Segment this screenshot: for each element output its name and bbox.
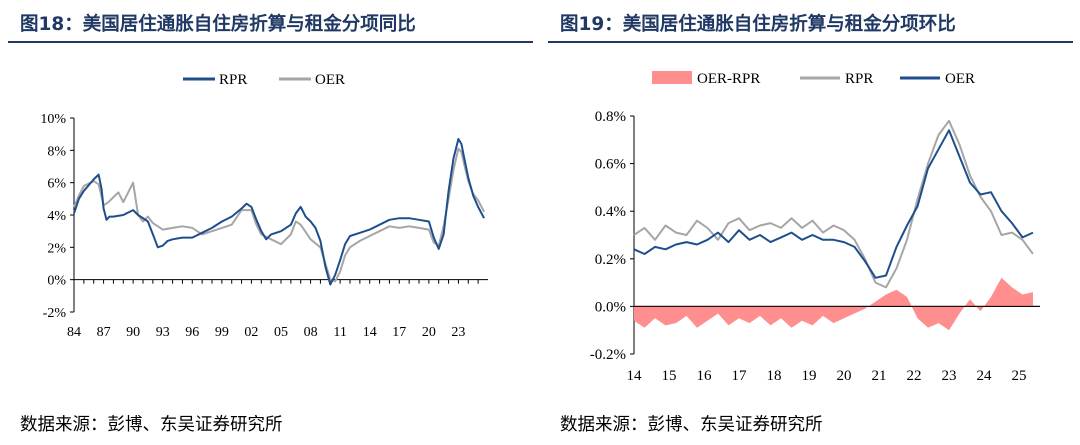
x-tick-label: 08 xyxy=(304,325,318,340)
y-tick-label: 8% xyxy=(47,144,66,159)
x-tick-label: 14 xyxy=(363,325,377,340)
x-tick-label: 14 xyxy=(627,368,643,384)
y-tick-label: 0.2% xyxy=(595,252,626,268)
legend-swatch xyxy=(652,71,692,84)
x-tick-label: 96 xyxy=(185,325,199,340)
chart-panel-right: 图19：美国居住通胀自住房折算与租金分项环比 0.8% 0.6% 0.4% 0.2% 0… xyxy=(548,0,1073,445)
y-tick-label: 4% xyxy=(47,209,66,224)
legend-label: OER xyxy=(315,72,345,88)
chart-title: 图19：美国居住通胀自住房折算与租金分项环比 xyxy=(560,10,956,36)
series-line-oer xyxy=(634,130,1033,277)
series-line-rpr xyxy=(634,121,1033,288)
legend: OER-RPR RPR OER xyxy=(652,71,975,87)
legend-label: OER xyxy=(945,71,975,87)
y-tick-label: 2% xyxy=(47,241,66,256)
x-tick-label: 19 xyxy=(802,368,817,384)
x-tick-label: 21 xyxy=(872,368,887,384)
chart-mom: 0.8% 0.6% 0.4% 0.2% 0.0% -0.2%14 15 16 17 18 19 20 2… xyxy=(548,43,1073,408)
x-tick-label: 24 xyxy=(977,368,993,384)
chart-title: 图18：美国居住通胀自住房折算与租金分项同比 xyxy=(20,10,416,36)
x-tick-label: 16 xyxy=(697,368,713,384)
x-tick-label: 20 xyxy=(837,368,852,384)
x-tick-label: 90 xyxy=(126,325,140,340)
x-tick-label: 25 xyxy=(1012,368,1027,384)
legend-label: RPR xyxy=(219,72,247,88)
x-tick-label: 17 xyxy=(392,325,406,340)
x-tick-label: 99 xyxy=(215,325,229,340)
y-tick-label: 0.4% xyxy=(595,204,626,220)
legend-label: RPR xyxy=(845,71,873,87)
x-tick-label: 20 xyxy=(422,325,436,340)
chart-yoy: 10% 8% 6% 4% 2% 0% -2%84 87 90 93 96 99 02 05 08 11 14 17… xyxy=(8,43,533,408)
x-tick-label: 18 xyxy=(767,368,782,384)
y-tick-label: 6% xyxy=(47,177,66,192)
y-tick-label: -2% xyxy=(43,306,67,321)
x-tick-label: 23 xyxy=(451,325,465,340)
y-tick-label: 10% xyxy=(40,112,66,127)
series-line-oer xyxy=(74,149,484,282)
y-tick-label: 0% xyxy=(47,274,66,289)
x-tick-label: 17 xyxy=(732,368,748,384)
x-tick-label: 02 xyxy=(244,325,258,340)
x-tick-label: 11 xyxy=(333,325,346,340)
x-tick-label: 05 xyxy=(274,325,288,340)
legend: RPR OER xyxy=(183,72,345,88)
x-tick-label: 84 xyxy=(67,325,81,340)
chart-panel-left: 图18：美国居住通胀自住房折算与租金分项同比 10% 8% 6% 4% 2% 0% -2% 8… xyxy=(8,0,533,445)
y-tick-label: 0.0% xyxy=(595,299,626,315)
series-line-rpr xyxy=(74,139,484,285)
x-tick-label: 23 xyxy=(942,368,957,384)
series-area-oer-rpr xyxy=(634,278,1033,330)
x-tick-label: 93 xyxy=(156,325,170,340)
x-tick-label: 87 xyxy=(97,325,111,340)
x-tick-label: 22 xyxy=(907,368,922,384)
source-note: 数据来源：彭博、东吴证券研究所 xyxy=(20,411,283,436)
source-note: 数据来源：彭博、东吴证券研究所 xyxy=(560,411,823,436)
y-tick-label: 0.8% xyxy=(595,109,626,125)
legend-label: OER-RPR xyxy=(697,71,760,87)
x-tick-label: 15 xyxy=(662,368,677,384)
y-tick-label: 0.6% xyxy=(595,157,626,173)
y-tick-label: -0.2% xyxy=(590,347,626,363)
